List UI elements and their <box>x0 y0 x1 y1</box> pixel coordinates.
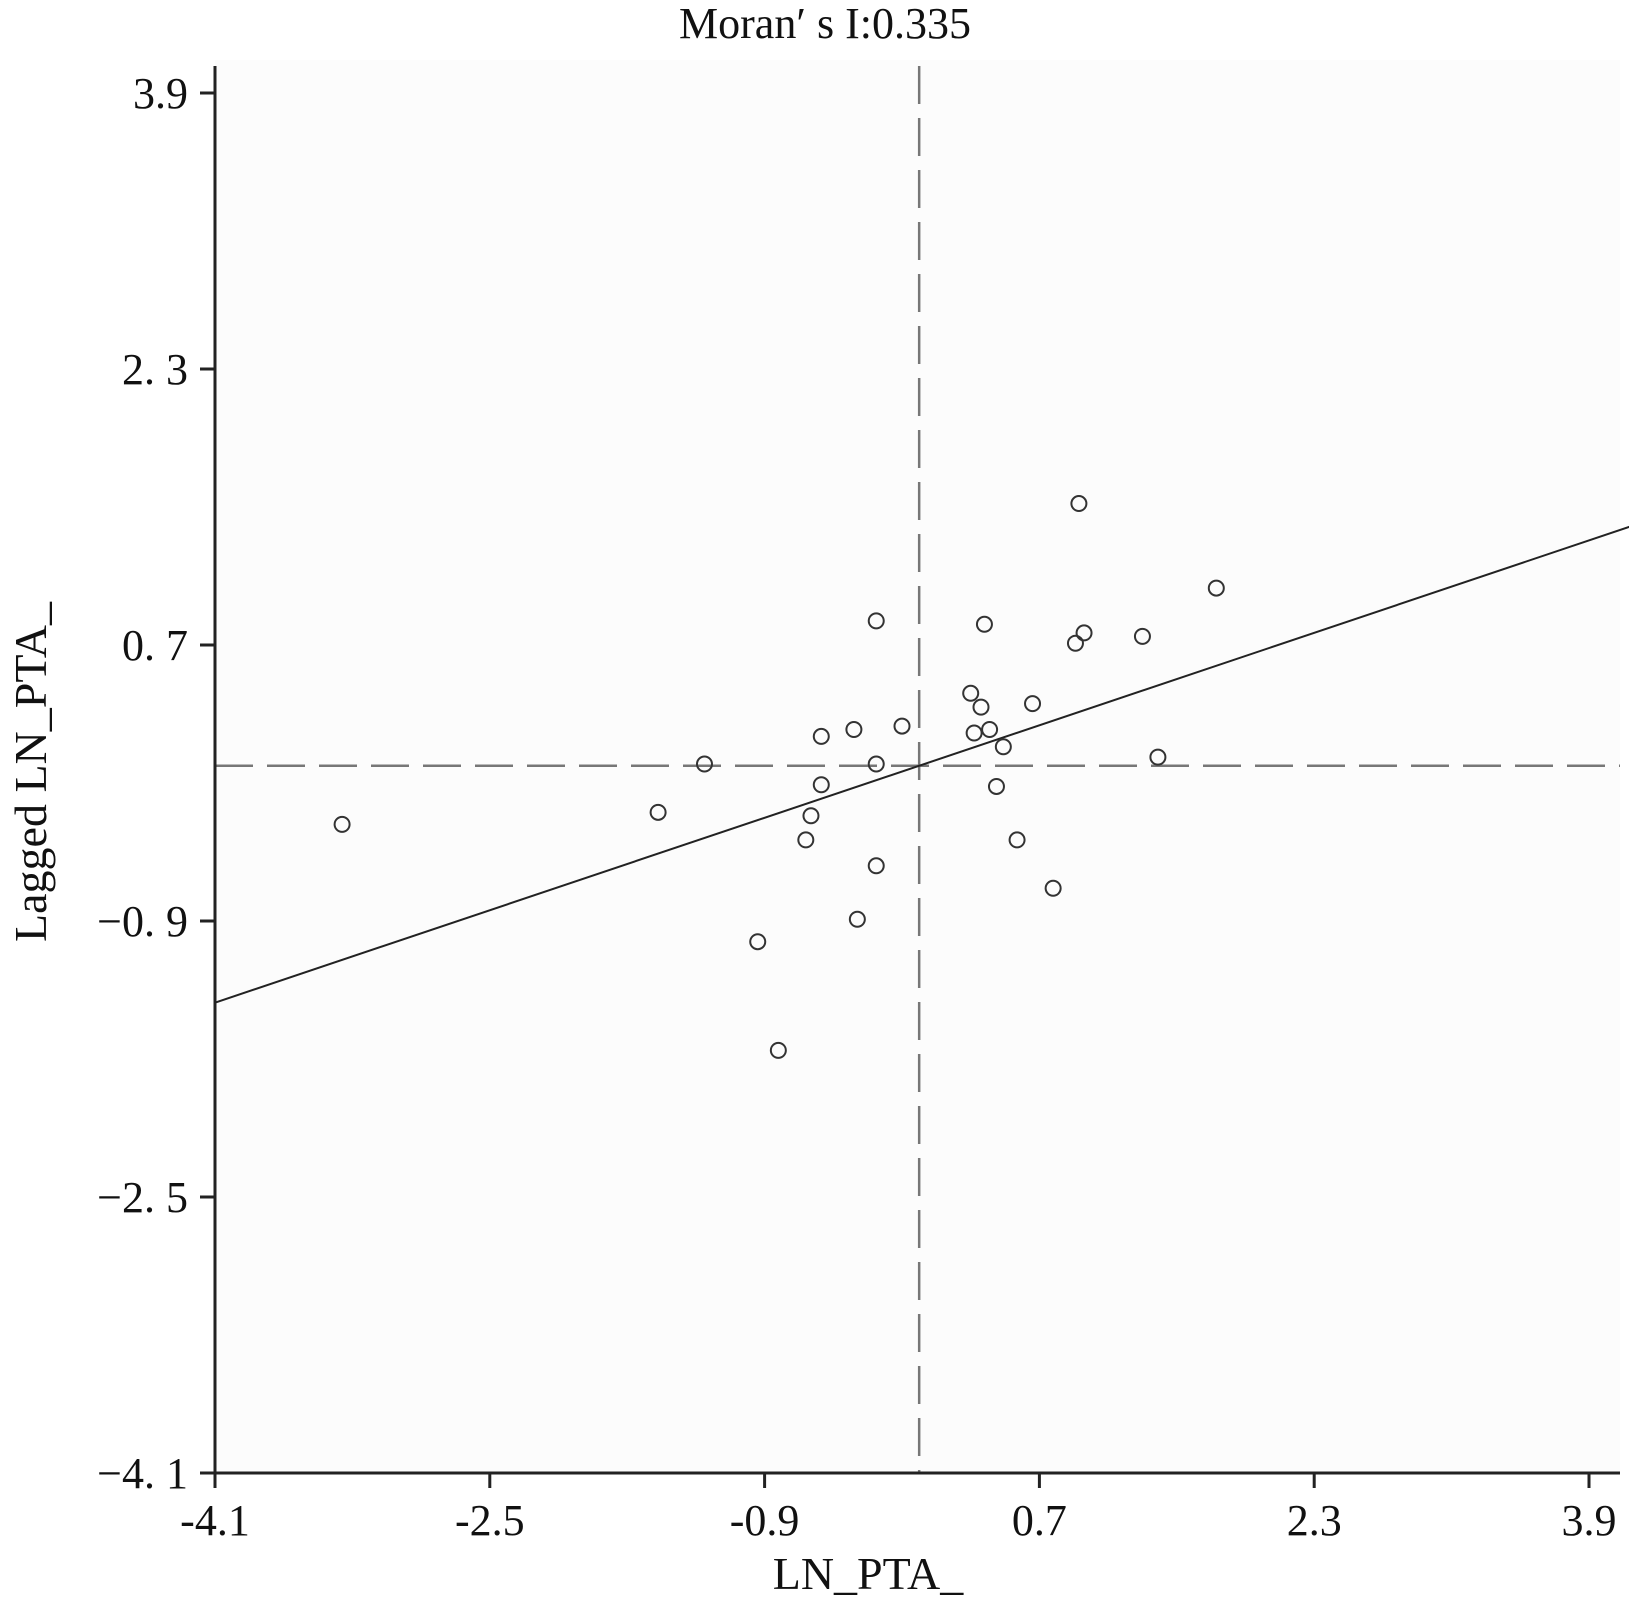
y-tick-label: 2. 3 <box>122 345 188 394</box>
y-tick-label: −2. 5 <box>97 1173 188 1222</box>
data-point <box>867 857 885 875</box>
data-point <box>975 615 993 633</box>
y-tick-label: 3.9 <box>133 69 188 118</box>
data-point <box>1070 495 1088 513</box>
data-point <box>845 721 863 739</box>
data-point <box>848 910 866 928</box>
x-axis-label: LN_PTA_ <box>773 1548 965 1599</box>
y-axis-label: Lagged LN_PTA_ <box>5 601 56 942</box>
data-point <box>1044 879 1062 897</box>
x-axis-ticks: -4.1 -2.5 -0.9 0.7 2.3 3.9 <box>180 1473 1617 1545</box>
data-point <box>797 831 815 849</box>
data-points <box>333 495 1225 1059</box>
y-tick-label: 0. 7 <box>122 621 188 670</box>
data-point <box>695 755 713 773</box>
data-point <box>1008 831 1026 849</box>
data-point <box>867 755 885 773</box>
data-point <box>1149 748 1167 766</box>
chart-title: Moran′ s I:0.335 <box>679 0 971 48</box>
data-point <box>994 738 1012 756</box>
data-point <box>867 612 885 630</box>
data-point <box>769 1041 787 1059</box>
x-tick-label: 3.9 <box>1562 1496 1617 1545</box>
data-point <box>981 721 999 739</box>
data-point <box>965 724 983 742</box>
data-point <box>1066 634 1084 652</box>
data-point <box>1133 627 1151 645</box>
x-tick-label: -0.9 <box>730 1496 800 1545</box>
data-point <box>893 717 911 735</box>
data-point <box>749 933 767 951</box>
data-point <box>1024 695 1042 713</box>
regression-line-group <box>214 525 1629 1004</box>
data-point <box>1075 624 1093 642</box>
data-point <box>812 776 830 794</box>
data-point <box>812 727 830 745</box>
x-tick-label: 0.7 <box>1012 1496 1067 1545</box>
y-tick-label: −4. 1 <box>97 1449 188 1498</box>
data-point <box>962 684 980 702</box>
y-axis-ticks: 3.9 2. 3 0. 7 −0. 9 −2. 5 −4. 1 <box>97 69 215 1498</box>
data-point <box>333 815 351 833</box>
data-point <box>1207 579 1225 597</box>
data-point <box>649 803 667 821</box>
x-tick-label: 2.3 <box>1287 1496 1342 1545</box>
x-tick-label: -4.1 <box>180 1496 250 1545</box>
regression-line <box>214 525 1629 1004</box>
data-point <box>972 698 990 716</box>
data-point <box>987 777 1005 795</box>
y-tick-label: −0. 9 <box>97 897 188 946</box>
data-point <box>802 807 820 825</box>
x-tick-label: -2.5 <box>455 1496 525 1545</box>
